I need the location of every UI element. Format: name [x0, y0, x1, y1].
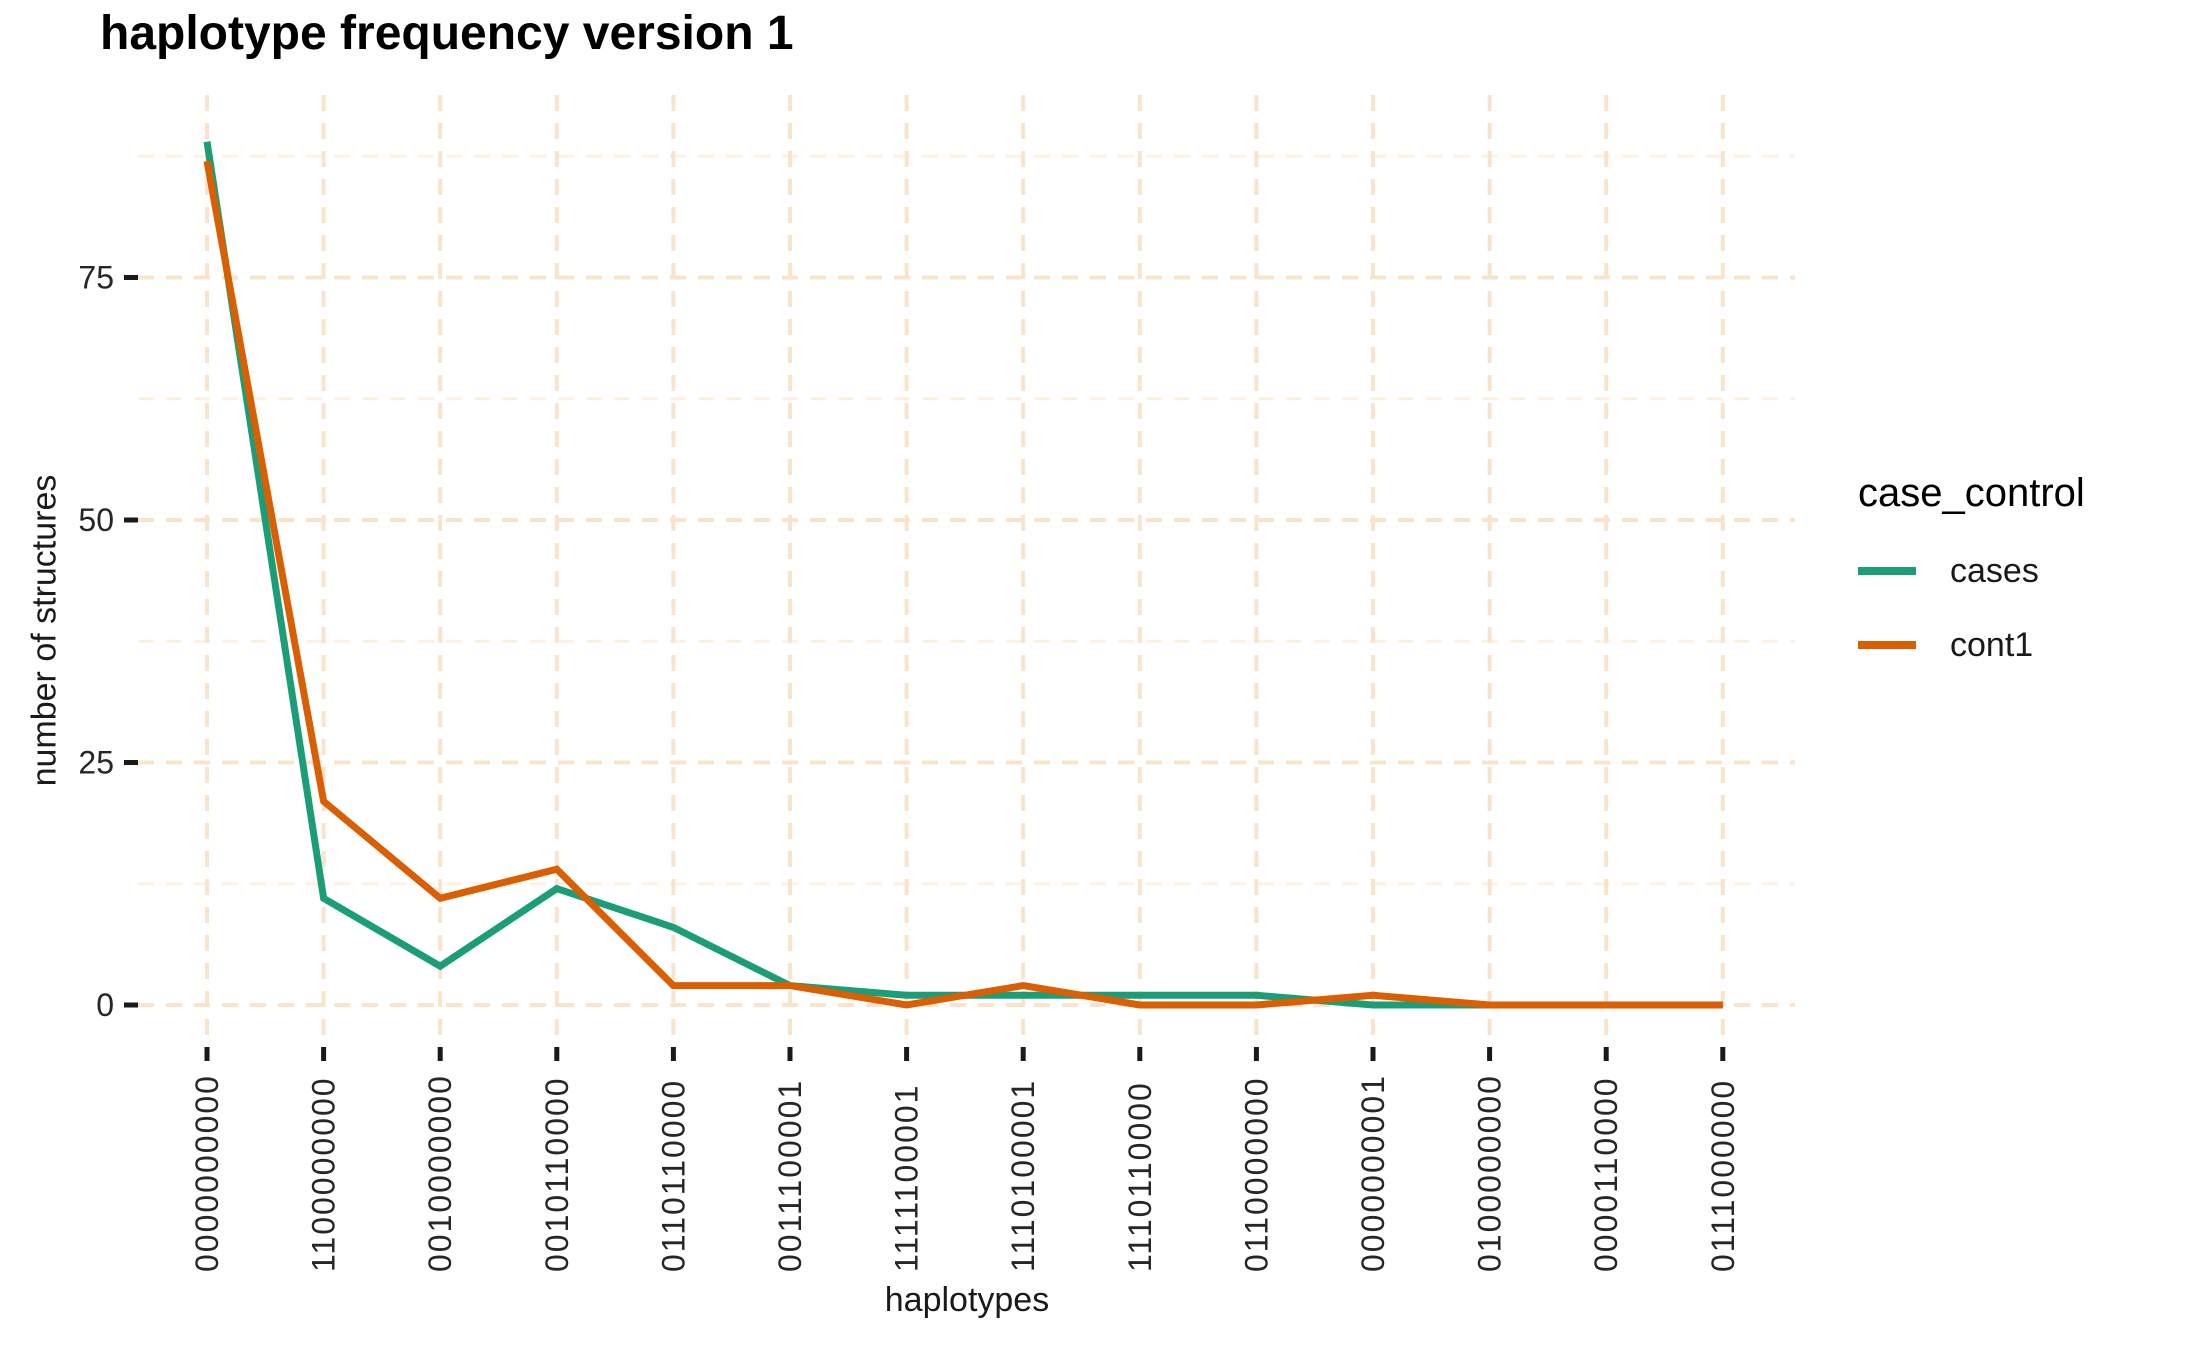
series-line-cont1	[203, 160, 1723, 1009]
x-tick-label: 0111000000	[1705, 1079, 1741, 1272]
x-tick-label: 0010110000	[539, 1076, 575, 1272]
y-tick-label: 75	[78, 260, 114, 296]
legend-line-swatch-cont1	[1858, 641, 1916, 649]
x-tick-label: 0011100001	[772, 1079, 808, 1272]
y-tick-label: 25	[78, 745, 114, 781]
x-tick-label: 0000000001	[1355, 1074, 1391, 1272]
x-tick-label: 1110100001	[1005, 1079, 1041, 1272]
x-tick-label: 0010000000	[422, 1074, 458, 1272]
x-tick-label: 1110110000	[1122, 1081, 1158, 1272]
x-tick-label: 0110000000	[1238, 1076, 1274, 1272]
y-tick-label: 0	[96, 987, 114, 1023]
legend-line-swatch-cases	[1858, 567, 1916, 575]
legend-entry-cases: cases	[1858, 550, 2085, 592]
legend: case_control cases cont1	[1858, 468, 2085, 666]
x-tick-label: 0100000000	[1472, 1074, 1508, 1272]
x-tick-label: 0000110000	[1588, 1076, 1624, 1272]
chart-title: haplotype frequency version 1	[100, 7, 794, 60]
x-tick-label: 0000000000	[189, 1074, 225, 1272]
x-tick-label: 0110110000	[655, 1079, 691, 1272]
legend-label-cases: cases	[1950, 551, 2039, 590]
legend-entry-cont1: cont1	[1858, 624, 2085, 666]
x-tick-label: 1111100001	[889, 1084, 925, 1272]
legend-label-cont1: cont1	[1950, 625, 2034, 664]
legend-title: case_control	[1858, 471, 2085, 515]
x-axis-title: haplotypes	[884, 1281, 1050, 1319]
y-tick-label: 50	[78, 502, 114, 538]
x-tick-label: 1100000000	[306, 1076, 342, 1272]
series-line-cases	[203, 141, 1723, 1009]
